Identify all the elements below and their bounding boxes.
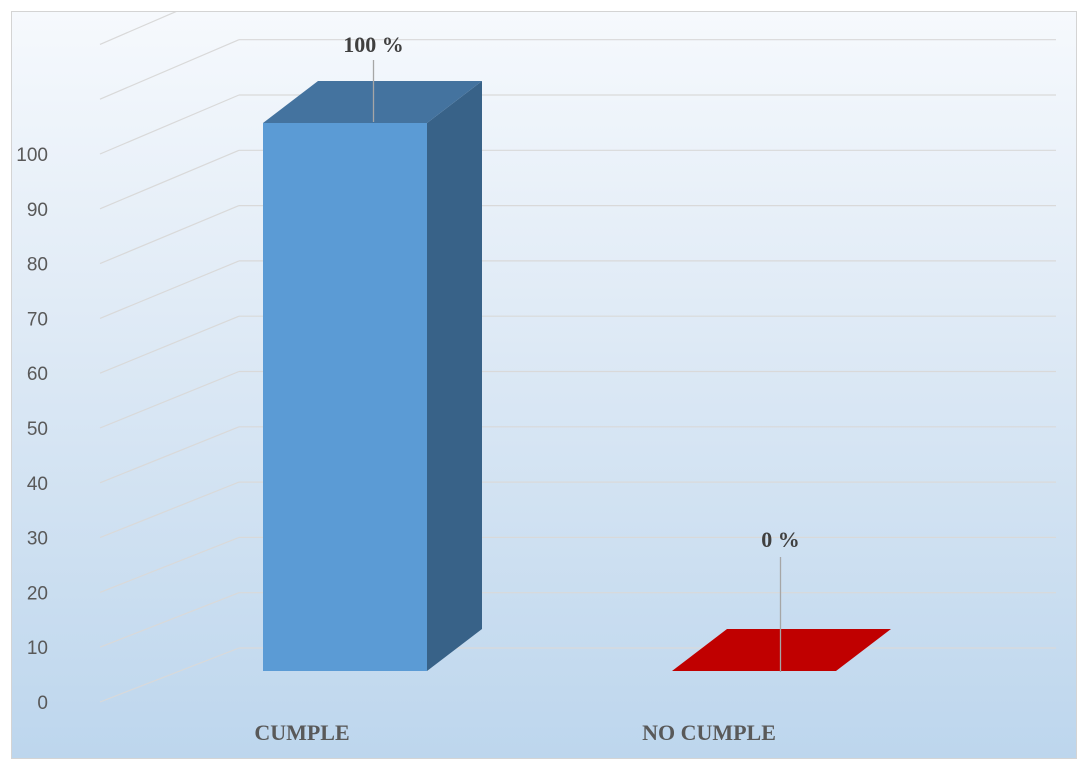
y-tick-label: 10 [27, 638, 48, 659]
gridlines [99, 12, 1056, 703]
data-label: 100 % [343, 32, 404, 57]
gridline-diagonal [99, 481, 240, 539]
gridline-diagonal [99, 592, 240, 648]
bar-cumple [263, 81, 482, 671]
gridline-diagonal [99, 94, 240, 155]
gridline-diagonal [99, 260, 240, 319]
y-tick-label: 40 [27, 474, 48, 495]
y-tick-label: 60 [27, 364, 48, 385]
chart-frame: 0 10 20 30 40 50 60 70 80 90 100 CUMPLE NO CUMPLE 1… [11, 11, 1077, 759]
gridline-diagonal [99, 12, 177, 45]
category-label: NO CUMPLE [642, 720, 776, 745]
y-tick-label: 90 [27, 200, 48, 221]
gridline-diagonal [99, 426, 240, 484]
bar-front [263, 123, 427, 671]
data-labels: 100 % 0 % [343, 32, 800, 672]
gridline-diagonal [99, 39, 240, 100]
bar-side [427, 81, 482, 671]
gridline-diagonal [99, 315, 240, 374]
bar-no-cumple [672, 629, 891, 671]
data-label: 0 % [761, 527, 800, 552]
y-tick-label: 50 [27, 419, 48, 440]
y-tick-label: 30 [27, 529, 48, 550]
y-tick-label: 80 [27, 255, 48, 276]
bars [263, 81, 891, 671]
y-tick-label: 20 [27, 583, 48, 604]
y-tick-label: 0 [37, 693, 48, 714]
bar-top [263, 81, 482, 123]
chart-plot: 0 10 20 30 40 50 60 70 80 90 100 CUMPLE NO CUMPLE 1… [16, 12, 1056, 745]
gridline-diagonal [99, 205, 240, 265]
y-axis-ticks: 0 10 20 30 40 50 60 70 80 90 100 [16, 145, 48, 714]
x-axis-categories: CUMPLE NO CUMPLE [254, 720, 776, 745]
gridline-diagonal [99, 370, 240, 429]
y-tick-label: 100 [16, 145, 48, 166]
gridline-diagonal [99, 647, 240, 703]
gridline-diagonal [99, 149, 240, 210]
bar-top [672, 629, 891, 671]
gridline-diagonal [99, 536, 240, 593]
y-tick-label: 70 [27, 309, 48, 330]
category-label: CUMPLE [254, 720, 349, 745]
